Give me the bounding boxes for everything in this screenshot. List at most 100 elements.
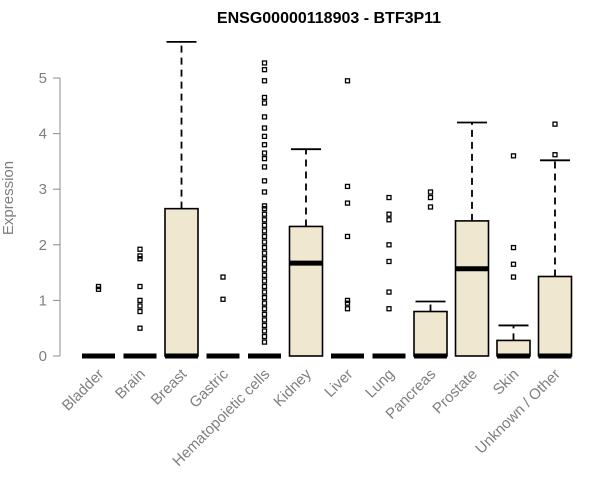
outlier-point xyxy=(261,328,268,334)
plot-area xyxy=(82,40,573,359)
outlier-point xyxy=(386,306,392,312)
outlier-point xyxy=(427,194,434,201)
outlier-point xyxy=(261,267,268,273)
outlier-point xyxy=(344,297,351,304)
outlier-point xyxy=(261,339,268,345)
y-tick-label: 3 xyxy=(39,181,47,198)
outlier-point xyxy=(261,125,268,131)
box-iqr xyxy=(537,275,573,357)
outlier-point xyxy=(261,164,268,170)
outlier-point xyxy=(386,217,392,223)
box-group xyxy=(537,121,573,359)
box-group xyxy=(123,246,157,359)
y-axis: 0 1 2 3 4 5 xyxy=(39,70,61,365)
outlier-point xyxy=(344,200,351,206)
outlier-point xyxy=(95,283,102,290)
box-iqr xyxy=(454,220,490,357)
box-group xyxy=(206,274,240,359)
box-iqr xyxy=(288,225,324,357)
outlier-point xyxy=(261,300,268,306)
outlier-point xyxy=(261,133,268,140)
outlier-point xyxy=(261,217,268,223)
outlier-point xyxy=(261,203,268,209)
y-tick-label: 5 xyxy=(39,70,47,87)
box-iqr xyxy=(164,207,199,357)
outlier-point xyxy=(261,256,268,262)
box-group xyxy=(331,78,364,359)
outlier-point xyxy=(510,261,517,267)
outlier-point xyxy=(220,274,226,280)
box-group xyxy=(496,153,531,359)
outlier-point xyxy=(261,272,268,279)
outlier-point xyxy=(261,142,268,148)
box-group xyxy=(413,189,448,359)
x-tick-label: Brain xyxy=(112,366,149,403)
y-axis-label: Expression xyxy=(0,161,17,235)
outlier-point xyxy=(510,153,517,159)
box-group xyxy=(454,121,490,357)
x-tick-label: Liver xyxy=(321,366,356,401)
outlier-point xyxy=(261,150,268,156)
outlier-point xyxy=(386,242,392,248)
y-tick-label: 4 xyxy=(39,126,47,143)
outlier-point xyxy=(261,294,268,301)
box-iqr xyxy=(413,310,448,357)
x-tick-label: Breast xyxy=(148,365,191,408)
outlier-point xyxy=(427,204,434,210)
chart-title: ENSG00000118903 - BTF3P11 xyxy=(217,10,441,27)
x-tick-label: Prostate xyxy=(429,366,481,418)
outlier-point xyxy=(261,289,268,295)
outlier-point xyxy=(137,303,143,309)
outlier-point xyxy=(386,289,392,295)
outlier-point xyxy=(137,253,143,259)
outlier-point xyxy=(344,183,351,190)
x-tick-label: Lung xyxy=(362,366,398,402)
outlier-point xyxy=(261,155,268,162)
outlier-point xyxy=(261,222,268,228)
box-group xyxy=(372,194,406,359)
outlier-point xyxy=(261,114,268,120)
outlier-point xyxy=(344,300,351,306)
x-tick-label: Bladder xyxy=(59,366,108,415)
outlier-point xyxy=(137,297,143,304)
outlier-point xyxy=(137,256,143,262)
box-group xyxy=(82,283,115,359)
outlier-point xyxy=(261,228,268,234)
outlier-point xyxy=(261,189,268,195)
outlier-point xyxy=(220,296,226,302)
outlier-point xyxy=(261,239,268,245)
outlier-point xyxy=(552,121,558,127)
outlier-point xyxy=(261,206,268,212)
outlier-point xyxy=(261,78,268,84)
outlier-point xyxy=(137,283,143,290)
outlier-point xyxy=(261,211,268,217)
outlier-point xyxy=(386,211,392,217)
outlier-point xyxy=(261,261,268,267)
x-tick-label: Skin xyxy=(490,366,523,399)
outlier-point xyxy=(137,308,143,315)
outlier-point xyxy=(261,233,268,240)
outlier-point xyxy=(386,258,392,265)
outlier-point xyxy=(261,178,268,184)
y-tick-label: 2 xyxy=(39,237,47,254)
outlier-point xyxy=(386,194,392,201)
y-tick-label: 1 xyxy=(39,292,47,309)
outlier-point xyxy=(510,274,517,280)
outlier-point xyxy=(344,306,351,312)
outlier-point xyxy=(427,189,434,195)
box-group xyxy=(164,40,199,359)
outlier-point xyxy=(552,152,558,158)
outlier-point xyxy=(261,317,268,323)
box-group xyxy=(248,60,281,359)
outlier-point xyxy=(137,246,143,252)
outlier-point xyxy=(261,67,268,73)
outlier-point xyxy=(344,78,351,84)
outlier-point xyxy=(261,244,268,251)
outlier-point xyxy=(261,278,268,284)
outlier-point xyxy=(261,100,268,106)
outlier-point xyxy=(95,286,102,292)
outlier-point xyxy=(261,333,268,340)
outlier-point xyxy=(261,283,268,290)
